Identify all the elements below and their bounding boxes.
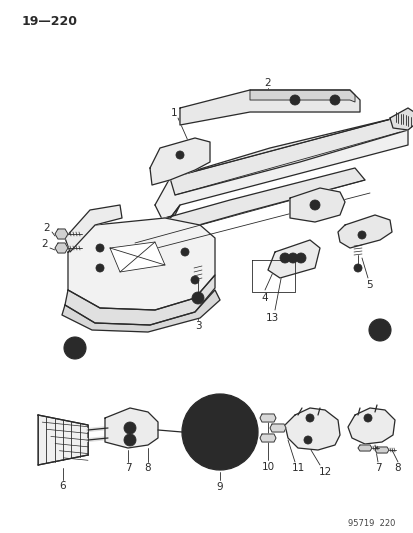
Circle shape: [353, 264, 361, 272]
Polygon shape: [170, 118, 407, 195]
Text: 2: 2: [44, 223, 50, 233]
Circle shape: [356, 266, 358, 270]
Circle shape: [64, 337, 86, 359]
Text: A: A: [375, 326, 382, 335]
Text: 95719  220: 95719 220: [347, 519, 394, 528]
Text: 2: 2: [42, 239, 48, 249]
Polygon shape: [347, 408, 394, 444]
Circle shape: [303, 436, 311, 444]
Polygon shape: [389, 108, 413, 130]
Polygon shape: [249, 90, 354, 102]
Text: 12: 12: [318, 467, 331, 477]
Circle shape: [329, 95, 339, 105]
Circle shape: [182, 394, 257, 470]
Circle shape: [124, 434, 136, 446]
Text: 5: 5: [366, 280, 373, 290]
Polygon shape: [68, 218, 214, 310]
Polygon shape: [154, 118, 407, 225]
Circle shape: [199, 412, 240, 452]
Circle shape: [289, 95, 299, 105]
Circle shape: [190, 276, 199, 284]
Polygon shape: [289, 188, 344, 222]
Polygon shape: [180, 90, 359, 125]
Circle shape: [368, 319, 390, 341]
Text: 7: 7: [124, 463, 131, 473]
Polygon shape: [284, 408, 339, 450]
Circle shape: [96, 264, 104, 272]
Polygon shape: [259, 414, 275, 422]
Text: 10: 10: [261, 462, 274, 472]
Polygon shape: [130, 168, 364, 243]
Circle shape: [176, 151, 183, 159]
Circle shape: [190, 402, 249, 462]
Text: 8: 8: [394, 463, 400, 473]
Circle shape: [96, 244, 104, 252]
Polygon shape: [65, 205, 122, 252]
Polygon shape: [267, 240, 319, 278]
Circle shape: [195, 296, 199, 300]
Circle shape: [287, 253, 297, 263]
Circle shape: [309, 200, 319, 210]
Polygon shape: [62, 290, 219, 332]
Circle shape: [124, 422, 136, 434]
Text: 3: 3: [194, 321, 201, 331]
Text: 8: 8: [144, 463, 151, 473]
Circle shape: [357, 231, 365, 239]
Circle shape: [209, 422, 230, 442]
Text: 2: 2: [264, 78, 271, 88]
Polygon shape: [374, 447, 388, 453]
Circle shape: [363, 414, 371, 422]
Polygon shape: [259, 434, 275, 442]
Polygon shape: [269, 424, 285, 432]
Text: 9: 9: [216, 482, 223, 492]
Circle shape: [279, 253, 289, 263]
Polygon shape: [357, 445, 371, 451]
Text: A: A: [71, 343, 78, 352]
Polygon shape: [110, 242, 165, 272]
Circle shape: [295, 253, 305, 263]
Polygon shape: [38, 415, 88, 465]
Text: 1: 1: [170, 108, 177, 118]
Text: 6: 6: [59, 481, 66, 491]
Text: 19—220: 19—220: [22, 15, 78, 28]
Text: 11: 11: [291, 463, 304, 473]
Polygon shape: [55, 229, 68, 239]
Text: 13: 13: [265, 313, 278, 323]
Polygon shape: [65, 275, 214, 325]
Polygon shape: [337, 215, 391, 248]
Circle shape: [305, 414, 313, 422]
Text: 7: 7: [374, 463, 380, 473]
Polygon shape: [105, 408, 158, 448]
Polygon shape: [108, 205, 180, 268]
Polygon shape: [55, 243, 68, 253]
Circle shape: [192, 292, 204, 304]
Circle shape: [178, 154, 181, 157]
Circle shape: [180, 248, 189, 256]
Text: 4: 4: [261, 293, 268, 303]
Polygon shape: [150, 138, 209, 185]
